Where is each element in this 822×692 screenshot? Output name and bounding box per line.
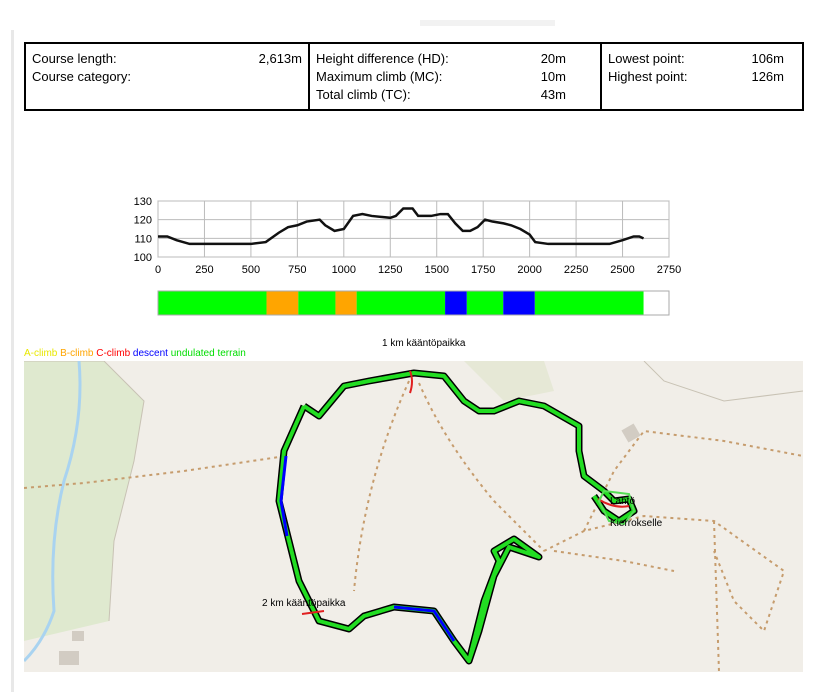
x-tick-label: 1000 xyxy=(332,264,356,276)
terrain-segment xyxy=(534,291,644,315)
stat-label: Height difference (HD): xyxy=(316,51,449,66)
page-scrollbar-edge xyxy=(11,30,14,692)
stat-highest-point: Highest point: 126m xyxy=(608,68,796,86)
legend-c-climb: C-climb xyxy=(96,348,131,359)
x-tick-label: 2000 xyxy=(517,264,541,276)
terrain-segment xyxy=(503,291,535,315)
start-marker xyxy=(597,498,630,508)
x-tick-label: 750 xyxy=(288,264,306,276)
legend-descent: descent xyxy=(132,348,168,359)
x-tick-label: 2250 xyxy=(564,264,588,276)
stats-col-3: Lowest point: 106m Highest point: 126m xyxy=(600,42,804,111)
stat-label: Course category: xyxy=(32,69,131,84)
faint-header xyxy=(420,20,555,26)
elevation-line xyxy=(158,207,645,246)
terrain-segment xyxy=(335,291,357,315)
stat-value: 2,613m xyxy=(258,51,302,66)
stat-course-length: Course length: 2,613m xyxy=(32,50,302,68)
stat-label: Maximum climb (MC): xyxy=(316,69,443,84)
elevation-profile-chart: 0 250 500 750 1000 1250 1500 1750 2000 2250 2500 27… xyxy=(134,196,681,316)
terrain-segment xyxy=(445,291,467,315)
x-tick-label: 250 xyxy=(195,264,213,276)
track-descent xyxy=(393,605,456,642)
stat-total-climb: Total climb (TC): 43m xyxy=(316,86,594,104)
map-stream xyxy=(24,361,82,663)
course-map[interactable] xyxy=(24,361,803,672)
stat-value: 126m xyxy=(751,69,784,84)
terrain-segment xyxy=(466,291,504,315)
stat-maximum-climb: Maximum climb (MC): 10m xyxy=(316,68,594,86)
terrain-segment xyxy=(356,291,446,315)
track-descent xyxy=(279,455,289,537)
x-tick-label: 2750 xyxy=(657,264,681,276)
stats-col-2: Height difference (HD): 20m Maximum climb… xyxy=(308,42,602,111)
x-tick-label: 500 xyxy=(242,264,260,276)
stat-height-difference: Height difference (HD): 20m xyxy=(316,50,594,68)
terrain-segment xyxy=(298,291,336,315)
x-tick-label: 1500 xyxy=(424,264,448,276)
map-field xyxy=(464,361,554,401)
stat-value: 106m xyxy=(751,51,784,66)
terrain-segment xyxy=(266,291,299,315)
stat-label: Course length: xyxy=(32,51,117,66)
turnpoint-2km-marker xyxy=(301,610,325,615)
terrain-segment xyxy=(158,291,267,315)
stat-label: Total climb (TC): xyxy=(316,87,411,102)
stat-course-category: Course category: xyxy=(32,68,302,86)
terrain-legend: A-climb B-climb C-climb descent undulate… xyxy=(24,348,246,359)
stat-value: 10m xyxy=(540,69,566,84)
y-tick-label: 100 xyxy=(134,252,152,264)
stat-value: 43m xyxy=(540,87,566,102)
legend-b-climb: B-climb xyxy=(60,348,94,359)
stat-label: Highest point: xyxy=(608,69,688,84)
x-tick-label: 1250 xyxy=(378,264,402,276)
stats-col-1: Course length: 2,613m Course category: xyxy=(24,42,310,111)
map-label-1km-turn: 1 km kääntöpaikka xyxy=(382,338,466,349)
x-tick-label: 0 xyxy=(155,264,161,276)
turnpoint-1km-marker xyxy=(409,370,413,394)
map-field-border xyxy=(643,361,803,402)
stat-value: 20m xyxy=(540,51,566,66)
x-tick-label: 1750 xyxy=(471,264,495,276)
map-field-border xyxy=(24,361,145,622)
stat-label: Lowest point: xyxy=(608,51,685,66)
map-label-2km-turn: 2 km kääntöpaikka xyxy=(262,598,346,609)
legend-undulated-terrain: undulated terrain xyxy=(170,348,246,359)
terrain-bar-border xyxy=(157,290,670,316)
y-tick-label: 120 xyxy=(134,215,152,227)
start-area xyxy=(597,489,636,526)
course-stats-table: Course length: 2,613m Course category: He… xyxy=(24,42,804,111)
x-tick-label: 2500 xyxy=(610,264,634,276)
y-tick-label: 130 xyxy=(134,196,152,208)
stat-lowest-point: Lowest point: 106m xyxy=(608,50,796,68)
map-label-loop: Kierrokselle xyxy=(610,518,663,529)
y-tick-label: 110 xyxy=(134,233,152,245)
legend-a-climb: A-climb xyxy=(24,348,58,359)
map-label-start: Lähtö xyxy=(610,496,636,507)
